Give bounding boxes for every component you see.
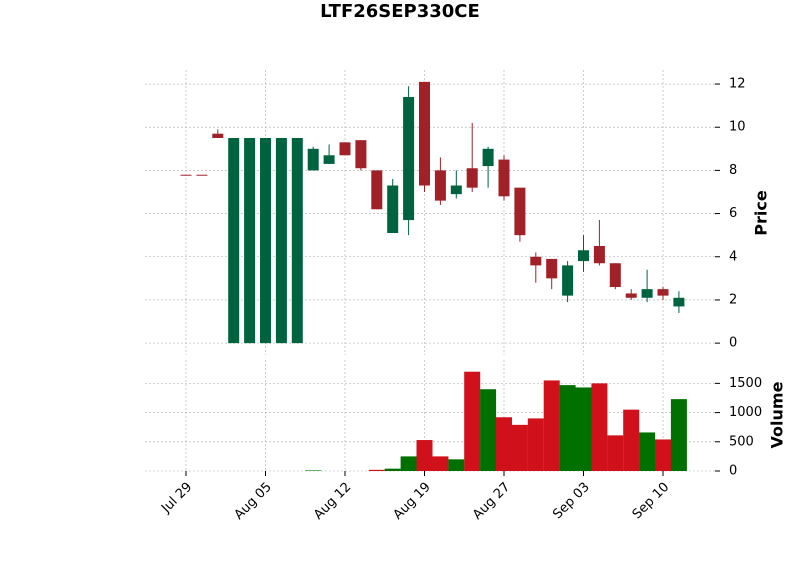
volume-bar bbox=[607, 435, 624, 471]
y2-tick-label: 500 bbox=[729, 434, 754, 449]
candle-body bbox=[371, 170, 383, 210]
candle-body bbox=[514, 187, 526, 236]
candle-body bbox=[625, 293, 637, 298]
y2-axis-label: Volume bbox=[768, 381, 787, 448]
volume-bar bbox=[432, 456, 449, 471]
y-tick-label: 8 bbox=[729, 163, 737, 178]
volume-bar bbox=[368, 469, 385, 471]
x-tick-label: Jul 29 bbox=[158, 480, 195, 517]
volume-bar bbox=[400, 456, 417, 471]
volume-bar bbox=[591, 383, 608, 471]
y-tick-label: 10 bbox=[729, 120, 746, 135]
candle-body bbox=[482, 148, 494, 167]
y-tick-label: 0 bbox=[729, 336, 737, 351]
volume-bar bbox=[543, 380, 560, 471]
candle-body bbox=[275, 138, 287, 344]
candle-body bbox=[403, 96, 415, 221]
candle-body bbox=[260, 138, 271, 344]
candle-body bbox=[180, 174, 192, 176]
volume-bar bbox=[575, 387, 592, 471]
y-tick-label: 4 bbox=[729, 249, 737, 264]
volume-bar bbox=[670, 399, 687, 471]
candle-body bbox=[498, 159, 510, 197]
chart-title: LTF26SEP330CE bbox=[320, 1, 480, 22]
y-tick-label: 12 bbox=[729, 77, 746, 92]
y2-tick-label: 1000 bbox=[729, 405, 762, 420]
x-tick-label: Aug 05 bbox=[232, 480, 275, 523]
volume-bar bbox=[384, 468, 401, 471]
volume-bar bbox=[639, 432, 656, 471]
y-tick-label: 6 bbox=[729, 206, 737, 221]
candle-body bbox=[546, 258, 558, 279]
x-tick-label: Aug 12 bbox=[311, 480, 354, 523]
candle-body bbox=[450, 185, 462, 195]
candle-body bbox=[466, 168, 478, 188]
candle-body bbox=[593, 245, 605, 264]
candle-body bbox=[291, 138, 303, 344]
candle-body bbox=[641, 289, 653, 298]
y-tick-label: 2 bbox=[729, 292, 737, 307]
volume-bar bbox=[527, 418, 544, 471]
x-tick-label: Sep 10 bbox=[630, 480, 673, 523]
candle-body bbox=[578, 250, 589, 262]
candle-body bbox=[339, 142, 351, 156]
volume-bar bbox=[496, 417, 512, 471]
candle-body bbox=[434, 170, 446, 201]
candle-body bbox=[562, 265, 574, 296]
candle-body bbox=[387, 185, 399, 234]
candle-body bbox=[196, 174, 208, 176]
y2-tick-label: 0 bbox=[729, 464, 737, 479]
candle-body bbox=[228, 138, 240, 344]
volume-bar bbox=[416, 440, 433, 471]
volume-bar bbox=[511, 424, 528, 471]
candle-body bbox=[609, 263, 621, 287]
candle-body bbox=[657, 289, 669, 296]
y2-tick-label: 1500 bbox=[729, 376, 762, 391]
candle-body bbox=[673, 297, 685, 307]
x-tick-label: Aug 19 bbox=[391, 480, 434, 523]
volume-bar bbox=[448, 459, 465, 471]
volume-bar bbox=[623, 409, 640, 471]
candle-body bbox=[212, 133, 224, 139]
volume-bar bbox=[464, 371, 481, 471]
candle-body bbox=[307, 148, 319, 171]
candle-body bbox=[355, 140, 367, 169]
volume-bar bbox=[480, 389, 497, 471]
volume-bar bbox=[305, 470, 322, 471]
volume-bar bbox=[559, 385, 576, 471]
x-tick-label: Aug 27 bbox=[470, 480, 513, 523]
candle-body bbox=[419, 81, 430, 186]
volume-bar bbox=[655, 439, 671, 471]
candle-body bbox=[530, 256, 542, 266]
candle-body bbox=[323, 155, 335, 164]
y-axis-label: Price bbox=[752, 190, 771, 236]
x-tick-label: Sep 03 bbox=[550, 480, 593, 523]
candle-body bbox=[244, 138, 256, 344]
